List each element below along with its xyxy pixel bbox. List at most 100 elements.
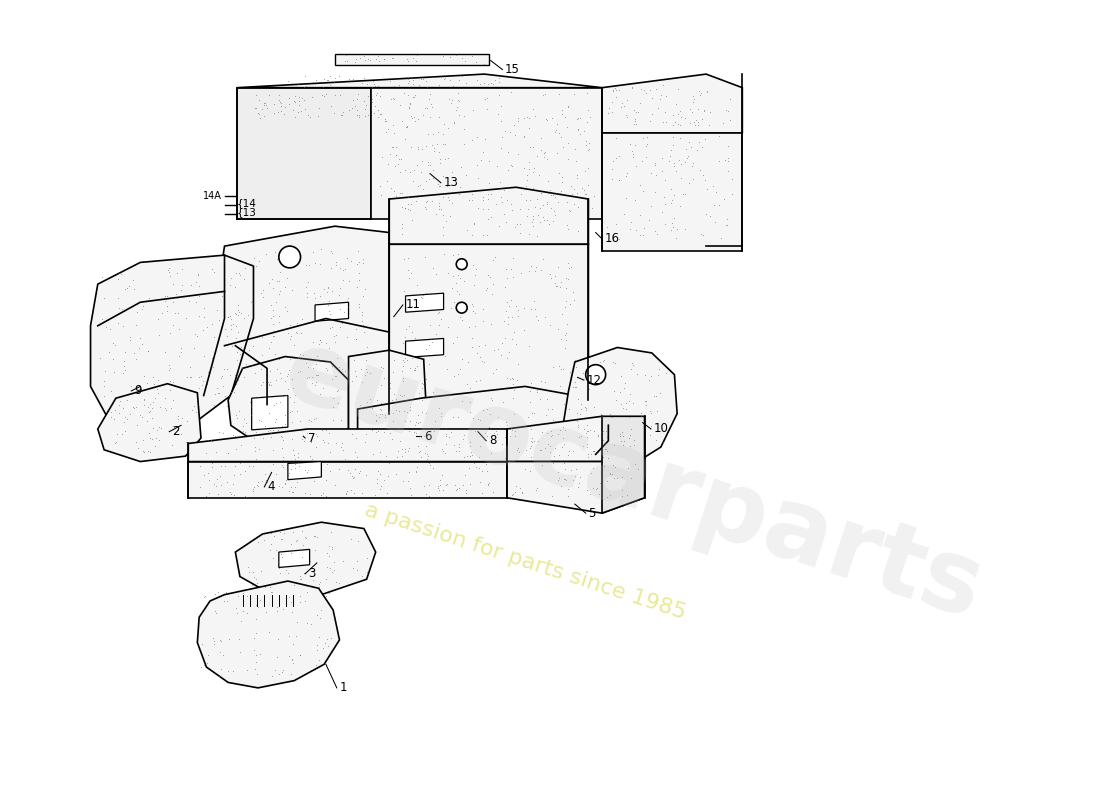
- Point: [403, 109, 420, 122]
- Point: [509, 310, 527, 322]
- Point: [468, 374, 485, 387]
- Point: [230, 266, 248, 279]
- Point: [554, 473, 572, 486]
- Point: [373, 408, 390, 421]
- Point: [482, 318, 499, 330]
- Point: [422, 139, 440, 152]
- Point: [270, 94, 287, 107]
- Point: [204, 456, 221, 469]
- Point: [506, 430, 524, 442]
- Point: [480, 476, 497, 489]
- Point: [329, 384, 346, 397]
- Point: [399, 198, 417, 211]
- Point: [621, 216, 639, 229]
- Point: [452, 362, 470, 375]
- Point: [451, 437, 469, 450]
- Point: [265, 458, 283, 470]
- Point: [515, 130, 532, 143]
- Point: [410, 386, 428, 399]
- Point: [443, 94, 461, 107]
- Point: [216, 363, 233, 376]
- Point: [349, 104, 366, 117]
- Point: [407, 415, 425, 428]
- Point: [300, 371, 318, 384]
- Point: [593, 410, 611, 422]
- Point: [307, 378, 324, 391]
- Point: [498, 194, 516, 207]
- Point: [405, 52, 422, 65]
- Point: [562, 464, 580, 477]
- Point: [268, 601, 286, 614]
- Point: [697, 207, 715, 220]
- Point: [449, 86, 466, 99]
- Point: [356, 354, 374, 366]
- Point: [261, 375, 278, 388]
- Point: [407, 194, 425, 207]
- Point: [242, 295, 260, 308]
- Point: [620, 388, 638, 401]
- Point: [694, 168, 712, 181]
- Point: [526, 302, 543, 315]
- Point: [268, 604, 286, 617]
- Point: [385, 184, 403, 197]
- Point: [520, 111, 538, 124]
- Point: [236, 426, 254, 438]
- Point: [403, 326, 420, 338]
- Point: [616, 376, 634, 389]
- Point: [390, 166, 408, 179]
- Point: [353, 309, 371, 322]
- Point: [214, 648, 232, 661]
- Point: [551, 380, 569, 393]
- Point: [402, 415, 419, 428]
- Point: [403, 489, 420, 502]
- Point: [153, 306, 170, 319]
- Point: [217, 322, 234, 335]
- Point: [563, 188, 581, 201]
- Point: [310, 580, 328, 593]
- Point: [652, 88, 670, 101]
- Point: [218, 330, 235, 342]
- Point: [613, 470, 630, 483]
- Point: [539, 152, 557, 165]
- Point: [503, 489, 520, 502]
- Point: [283, 574, 300, 587]
- Point: [221, 310, 239, 322]
- Point: [520, 339, 538, 352]
- Point: [520, 265, 538, 278]
- Point: [642, 166, 660, 179]
- Point: [605, 472, 623, 485]
- Point: [680, 135, 697, 148]
- Point: [437, 138, 454, 150]
- Point: [310, 258, 328, 270]
- Point: [527, 110, 544, 122]
- Point: [657, 174, 674, 186]
- Point: [547, 270, 564, 282]
- Point: [387, 393, 405, 406]
- Point: [493, 337, 510, 350]
- Point: [532, 187, 550, 200]
- Point: [617, 170, 635, 182]
- Point: [275, 602, 293, 615]
- Point: [580, 447, 597, 460]
- Point: [187, 295, 205, 308]
- Point: [282, 546, 299, 559]
- Point: [544, 414, 562, 426]
- Point: [227, 280, 244, 293]
- Point: [192, 638, 210, 650]
- Point: [317, 590, 334, 602]
- Point: [535, 89, 552, 102]
- Polygon shape: [371, 88, 602, 219]
- Point: [448, 101, 465, 114]
- Point: [658, 90, 675, 102]
- Point: [542, 424, 560, 437]
- Point: [600, 451, 617, 464]
- Point: [414, 382, 431, 394]
- Point: [531, 443, 549, 456]
- Point: [312, 335, 330, 348]
- Point: [394, 365, 411, 378]
- Point: [612, 430, 629, 442]
- Point: [141, 292, 158, 305]
- Point: [575, 422, 593, 435]
- Point: [293, 105, 310, 118]
- Point: [498, 295, 516, 308]
